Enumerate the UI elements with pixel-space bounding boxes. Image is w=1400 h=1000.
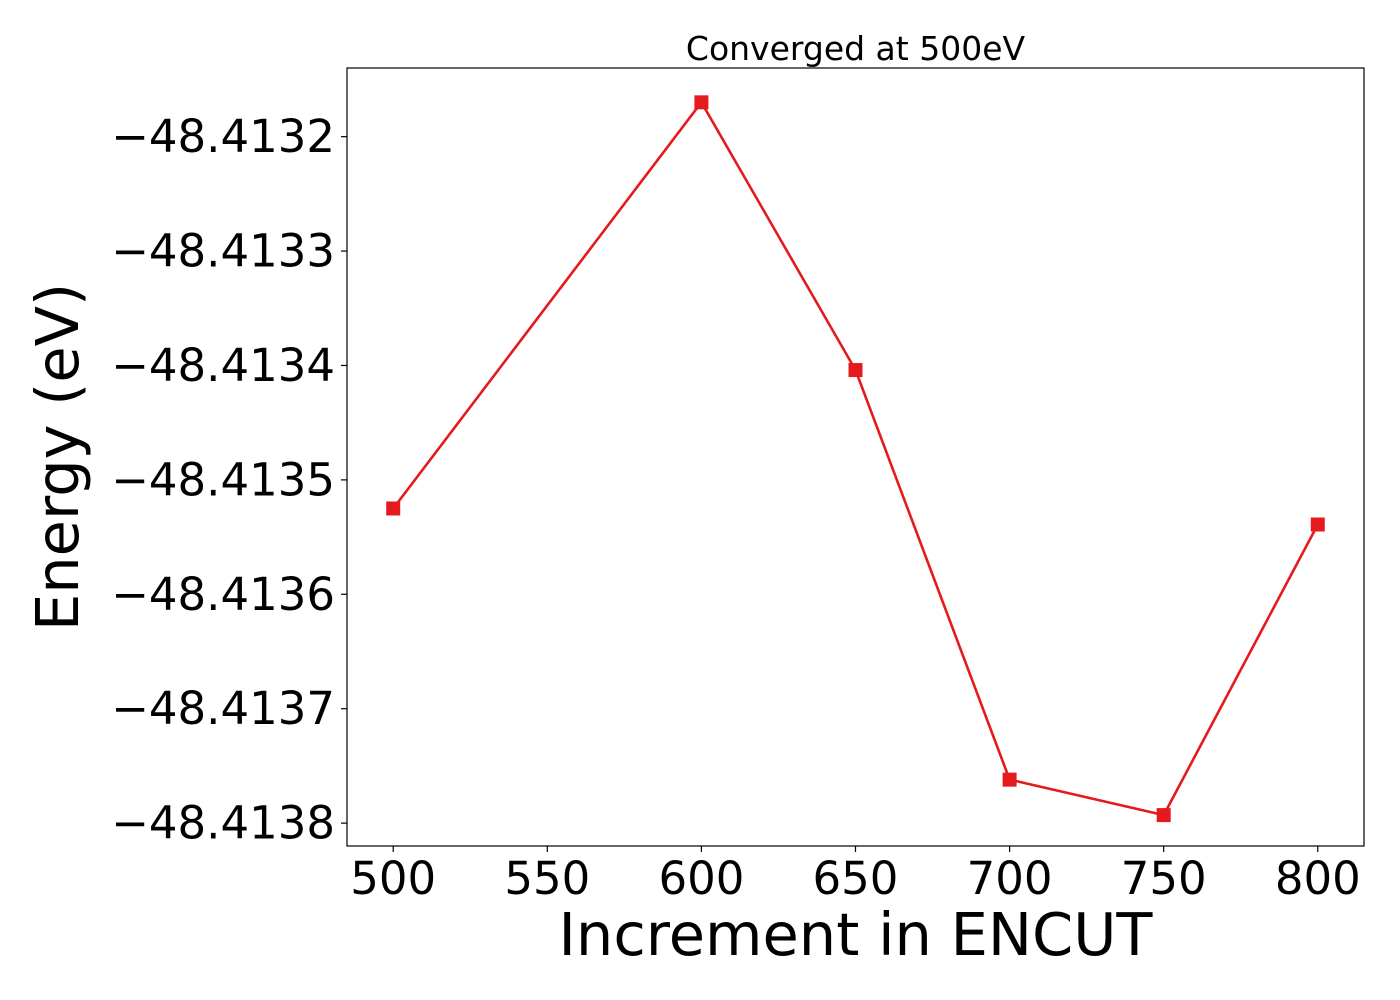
x-tick-label: 650	[813, 852, 899, 905]
y-tick-label: −48.4135	[111, 453, 335, 506]
y-tick-label: −48.4132	[111, 110, 335, 163]
data-point-marker	[1002, 772, 1017, 787]
series-line	[392, 101, 1319, 817]
x-tick-label: 800	[1275, 852, 1361, 905]
x-axis-ticks: 500 550 600 650 700 750 800	[350, 846, 1361, 905]
data-point-marker	[386, 501, 401, 516]
x-tick-label: 700	[967, 852, 1053, 905]
y-tick-label: −48.4134	[111, 339, 335, 392]
data-point-marker	[1156, 808, 1171, 823]
x-tick-label: 550	[504, 852, 590, 905]
chart-title: Converged at 500eV	[686, 29, 1026, 68]
data-point-marker	[848, 363, 863, 378]
y-tick-label: −48.4138	[111, 797, 335, 850]
data-point-marker	[1310, 517, 1325, 532]
x-tick-label: 600	[658, 852, 744, 905]
y-tick-label: −48.4137	[111, 682, 335, 735]
data-point-marker	[694, 95, 709, 110]
plot-area-frame	[346, 67, 1365, 847]
y-tick-label: −48.4133	[111, 225, 335, 278]
x-tick-label: 750	[1121, 852, 1207, 905]
y-tick-label: −48.4136	[111, 568, 335, 621]
x-tick-label: 500	[350, 852, 436, 905]
y-axis-ticks: −48.4132 −48.4133 −48.4134 −48.4135 −48.4136…	[111, 110, 347, 850]
series-layer	[386, 95, 1325, 823]
y-axis-label: Energy (eV)	[23, 283, 92, 631]
x-axis-label: Increment in ENCUT	[559, 900, 1154, 969]
